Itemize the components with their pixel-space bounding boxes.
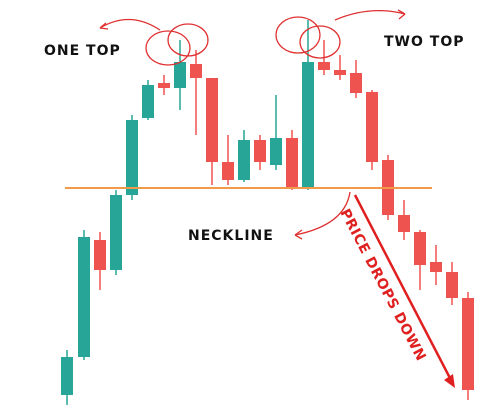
candle-body <box>78 237 90 357</box>
candle-body <box>318 62 330 70</box>
candle-body <box>270 138 282 165</box>
candle-body <box>61 357 73 395</box>
top-circle <box>167 23 209 57</box>
price-drops-label: PRICE DROPS DOWN <box>336 206 428 363</box>
candle-body <box>190 64 202 78</box>
candle-body <box>366 92 378 162</box>
candle-body <box>110 195 122 270</box>
candle-body <box>430 262 442 272</box>
curved-arrow <box>334 10 406 21</box>
arrow-head <box>444 374 455 388</box>
arrow-head <box>397 9 406 20</box>
arrow-head <box>99 22 109 30</box>
candle-body <box>222 162 234 180</box>
candle-body <box>94 240 106 270</box>
candle-body <box>126 120 138 195</box>
candle-body <box>462 298 474 390</box>
candle-body <box>206 78 218 162</box>
candle-body <box>254 140 266 162</box>
candle-body <box>238 140 250 180</box>
candle-body <box>142 85 154 118</box>
top-circle <box>299 25 341 59</box>
top-circle <box>275 16 321 54</box>
drop-arrow <box>353 194 454 383</box>
curved-arrow <box>294 191 351 236</box>
candle-body <box>398 215 410 232</box>
top-circle <box>145 30 191 66</box>
one-top-label: ONE TOP <box>44 43 121 59</box>
candle-body <box>286 138 298 188</box>
candle-body <box>414 232 426 265</box>
arrow-head <box>294 229 303 240</box>
two-top-label: TWO TOP <box>384 34 464 50</box>
candle-body <box>350 73 362 93</box>
candle-body <box>446 272 458 298</box>
curved-arrow <box>99 18 161 31</box>
candle-body <box>302 62 314 188</box>
candle-body <box>334 70 346 75</box>
neckline-label: NECKLINE <box>188 228 274 244</box>
candle-body <box>158 83 170 88</box>
candle-body <box>174 62 186 88</box>
